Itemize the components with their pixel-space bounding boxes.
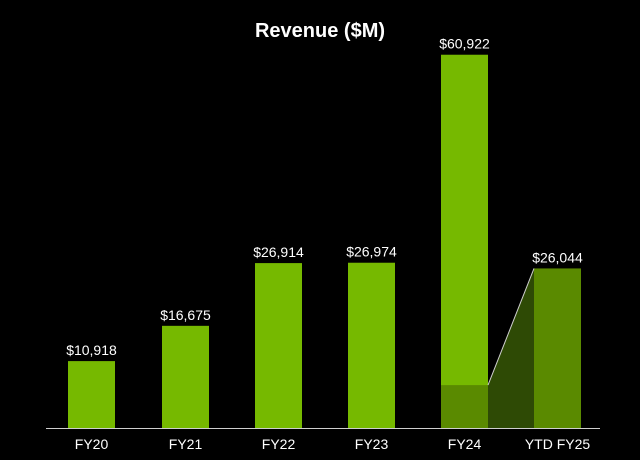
bar-fy21 [162,325,209,428]
value-label: $26,974 [346,244,397,260]
value-label: $60,922 [439,36,490,52]
bar-fy23 [348,262,395,428]
category-label: FY24 [448,436,482,452]
value-label: $26,044 [532,249,583,265]
value-label: $10,918 [66,342,117,358]
connector-area [488,268,534,428]
category-label: YTD FY25 [525,436,591,452]
category-label: FY22 [262,436,296,452]
value-label: $26,914 [253,244,304,260]
fy24-bottom-segment [441,385,488,428]
bar-ytd-fy25 [534,268,581,428]
category-label: FY21 [169,436,203,452]
value-label: $16,675 [160,307,211,323]
category-label: FY23 [355,436,389,452]
chart-title: Revenue ($M) [254,20,386,42]
connector-line [487,268,535,386]
bar-fy20 [68,361,115,428]
bar-fy24 [441,54,488,428]
bar-fy22 [255,263,302,428]
category-label: FY20 [75,436,109,452]
